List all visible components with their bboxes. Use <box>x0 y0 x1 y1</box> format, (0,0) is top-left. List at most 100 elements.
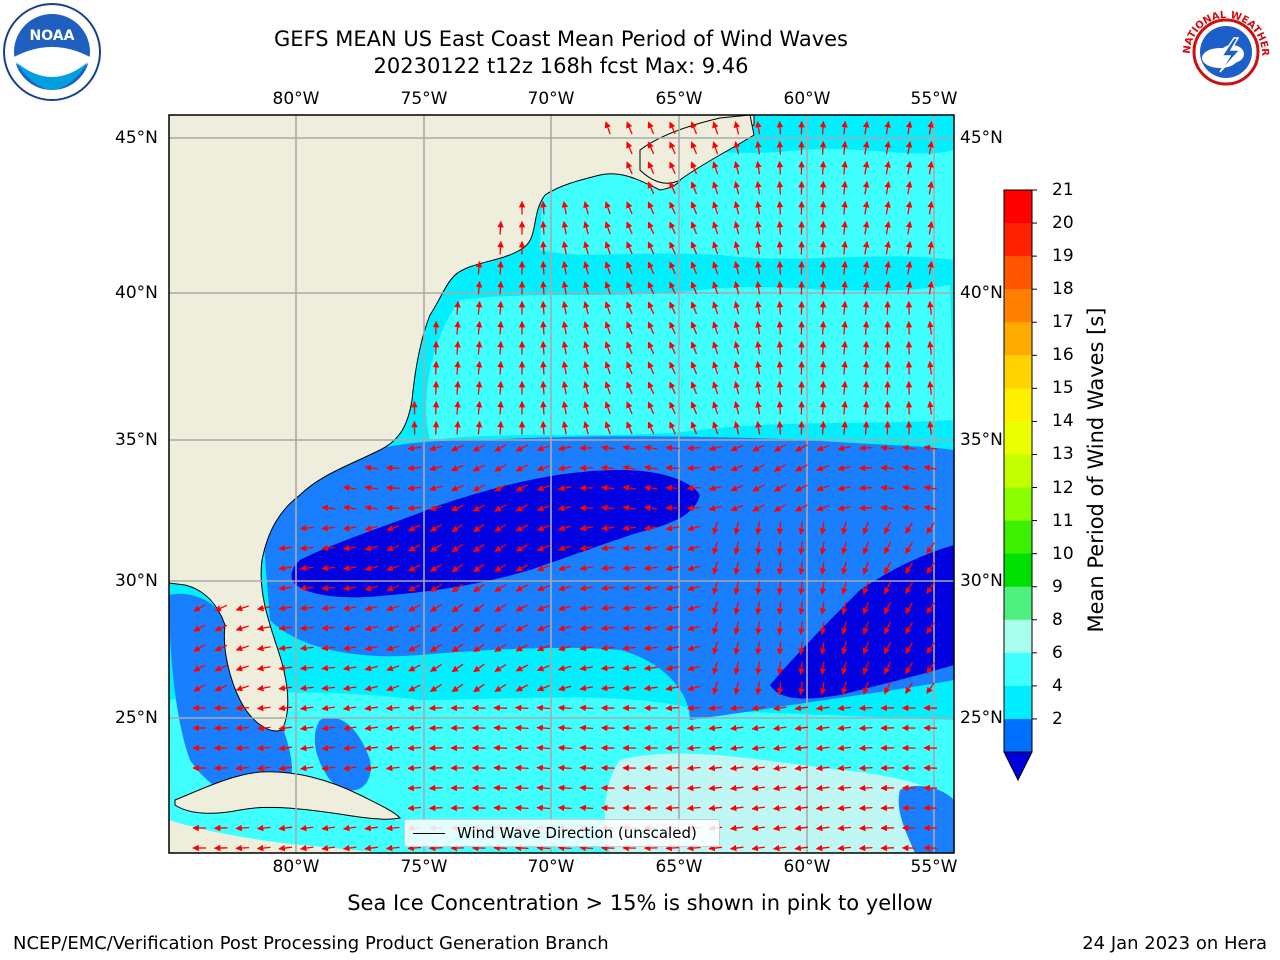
wave-direction-arrow <box>884 621 891 635</box>
wave-direction-arrow <box>815 744 830 752</box>
wave-direction-arrow <box>751 824 765 832</box>
wave-direction-arrow <box>712 621 719 635</box>
wave-direction-arrow <box>841 561 848 575</box>
colorbar-tick-label: 21 <box>1052 180 1074 200</box>
map-frame <box>168 114 955 854</box>
wave-direction-arrow <box>708 744 723 752</box>
wave-direction-arrow <box>858 484 873 492</box>
wave-direction-arrow <box>299 664 314 672</box>
wave-direction-arrow <box>561 340 569 355</box>
wave-direction-arrow <box>862 120 870 135</box>
wave-direction-arrow <box>690 241 698 255</box>
wave-direction-arrow <box>686 744 701 752</box>
wave-direction-arrow <box>583 261 590 275</box>
wave-direction-arrow <box>858 764 873 772</box>
map-subtitle: 20230122 t12z 168h fcst Max: 9.46 <box>373 54 749 78</box>
wave-direction-arrow <box>472 444 486 452</box>
wave-direction-arrow <box>342 524 357 532</box>
wave-direction-arrow <box>256 844 271 852</box>
wave-direction-arrow <box>342 764 357 772</box>
colorbar-tick-label: 8 <box>1052 609 1063 630</box>
wave-direction-arrow <box>579 704 594 712</box>
wave-direction-arrow <box>905 160 913 175</box>
wave-direction-arrow <box>669 321 676 335</box>
colorbar-label: Mean Period of Wind Waves [s] <box>1084 307 1108 633</box>
wave-direction-arrow <box>321 504 336 512</box>
wave-direction-arrow <box>321 684 336 692</box>
wave-direction-arrow <box>841 140 848 155</box>
wave-direction-arrow <box>407 704 422 712</box>
wave-direction-arrow <box>626 241 633 255</box>
wave-direction-arrow <box>884 561 891 575</box>
colorbar-segment <box>1004 553 1032 588</box>
wave-direction-arrow <box>884 220 891 235</box>
wave-direction-arrow <box>540 400 547 415</box>
wave-direction-arrow <box>475 400 483 415</box>
wave-direction-arrow <box>665 624 680 632</box>
wave-direction-arrow <box>407 464 422 472</box>
wave-direction-arrow <box>494 663 507 673</box>
wave-direction-arrow <box>475 300 483 315</box>
wave-direction-arrow <box>708 804 723 812</box>
lon-tick-top: 80°W <box>272 89 320 109</box>
wave-direction-arrow <box>622 544 637 552</box>
wave-direction-arrow <box>536 744 551 752</box>
wave-direction-arrow <box>837 724 852 732</box>
wave-direction-arrow <box>712 181 719 195</box>
wave-direction-arrow <box>798 661 805 676</box>
wave-direction-arrow <box>622 464 637 472</box>
wave-direction-arrow <box>755 320 762 335</box>
wave-direction-arrow <box>776 180 784 195</box>
wave-direction-arrow <box>665 744 680 752</box>
lat-tick-left: 40°N <box>115 283 158 303</box>
colorbar-segment <box>1004 520 1032 555</box>
wave-direction-arrow <box>884 120 891 135</box>
wave-direction-arrow <box>214 604 228 612</box>
wave-direction-arrow <box>665 464 680 472</box>
wave-period-blue-southeast <box>898 785 954 853</box>
lon-tick-top: 65°W <box>655 89 703 109</box>
wave-direction-arrow <box>214 644 228 652</box>
lat-tick-right: 30°N <box>960 571 1003 591</box>
wave-direction-arrow <box>647 281 655 295</box>
wave-direction-arrow <box>690 161 698 175</box>
wave-direction-arrow <box>299 584 314 592</box>
wave-direction-arrow <box>386 665 400 672</box>
nws-logo: NATIONAL WEATHER SERVICE <box>1172 0 1276 102</box>
wave-direction-arrow <box>214 624 228 632</box>
wave-direction-arrow <box>858 824 873 832</box>
wave-direction-arrow <box>687 665 701 672</box>
wave-direction-arrow <box>776 220 784 235</box>
wave-direction-arrow <box>604 261 611 275</box>
wave-direction-arrow <box>901 444 916 452</box>
wave-direction-arrow <box>429 544 442 552</box>
wave-direction-arrow <box>708 724 723 732</box>
wave-direction-arrow <box>927 120 934 135</box>
wave-direction-arrow <box>733 421 740 435</box>
wave-direction-arrow <box>364 704 379 712</box>
wave-direction-arrow <box>278 604 292 612</box>
wave-direction-arrow <box>299 644 314 652</box>
wave-direction-arrow <box>432 360 440 375</box>
wave-direction-arrow <box>755 360 762 375</box>
wave-direction-arrow <box>364 844 379 852</box>
wave-direction-arrow <box>643 464 658 472</box>
wave-direction-arrow <box>841 280 848 295</box>
wave-direction-arrow <box>669 181 676 195</box>
wave-direction-arrow <box>647 301 655 315</box>
wave-direction-arrow <box>794 804 808 812</box>
wave-direction-arrow <box>776 621 784 636</box>
wave-direction-arrow <box>819 661 827 676</box>
wave-direction-arrow <box>342 704 357 712</box>
wave-direction-arrow <box>927 160 934 175</box>
wave-direction-arrow <box>690 261 698 275</box>
wave-direction-arrow <box>536 764 551 772</box>
wave-direction-arrow <box>647 221 655 235</box>
wave-direction-arrow <box>408 624 421 632</box>
wave-direction-arrow <box>407 504 422 512</box>
wave-direction-arrow <box>407 844 422 852</box>
wave-direction-arrow <box>256 664 271 672</box>
wave-direction-arrow <box>540 200 547 215</box>
wave-direction-arrow <box>385 724 400 732</box>
wave-direction-arrow <box>604 421 611 435</box>
